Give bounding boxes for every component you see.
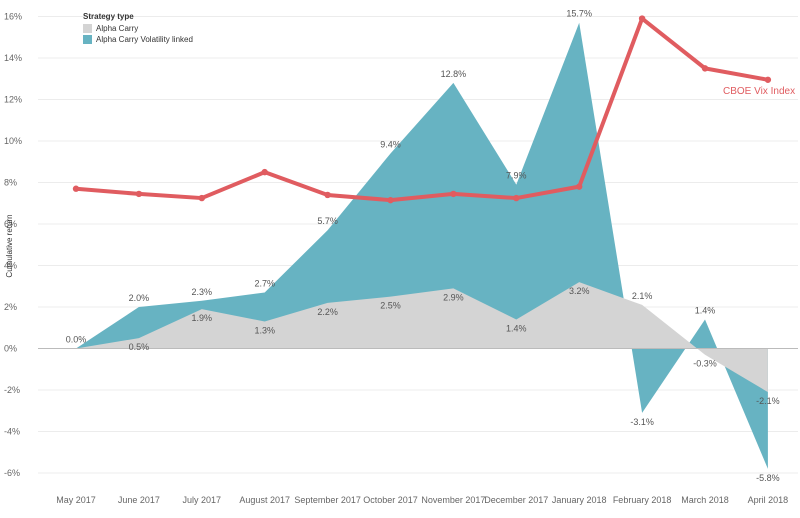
area-series — [76, 22, 768, 469]
x-tick-label: January 2018 — [552, 495, 607, 505]
x-tick-label: March 2018 — [681, 495, 729, 505]
legend-label-alpha-carry: Alpha Carry — [96, 24, 139, 33]
vix-point — [764, 76, 772, 83]
data-label-alpha-carry: 2.1% — [632, 291, 653, 301]
x-tick-label: October 2017 — [363, 495, 418, 505]
data-label-alpha-carry: 0.5% — [129, 342, 150, 352]
y-tick-label: 8% — [4, 178, 17, 188]
x-tick-label: May 2017 — [56, 495, 96, 505]
x-tick-label: July 2017 — [183, 495, 222, 505]
x-tick-label: August 2017 — [239, 495, 290, 505]
y-axis-label: Cumulative return — [5, 214, 14, 277]
data-label-volatility-linked: -5.8% — [756, 473, 780, 483]
y-tick-label: 6% — [4, 219, 17, 229]
data-label-alpha-carry: 1.3% — [254, 326, 275, 336]
legend-title: Strategy type — [83, 12, 134, 21]
vix-point — [513, 194, 520, 202]
data-label-alpha-carry: 3.2% — [569, 286, 590, 296]
x-tick-label: September 2017 — [294, 495, 361, 505]
y-tick-label: 12% — [4, 95, 22, 105]
legend-swatch-alpha-carry — [83, 24, 92, 33]
vix-series-label: CBOE Vix Index — [723, 86, 796, 97]
x-tick-label: February 2018 — [613, 495, 672, 505]
y-axis-ticks: -6% -4% -2% 0% 2% 4% 6% 8% 10% 12% 14% 16% — [4, 12, 22, 479]
y-tick-label: 0% — [4, 344, 17, 354]
x-axis-ticks: May 2017 June 2017 July 2017 August 2017 Sep… — [56, 495, 788, 505]
vix-point — [576, 183, 583, 190]
vix-point — [638, 15, 646, 22]
vix-line-path — [75, 16, 769, 203]
y-tick-label: 10% — [4, 136, 22, 146]
vix-point — [450, 190, 457, 198]
area-alpha-carry-volatility-linked — [76, 22, 768, 469]
vix-point — [135, 190, 143, 198]
y-tick-label: 2% — [4, 302, 17, 312]
data-label-alpha-carry: 1.9% — [192, 313, 213, 323]
data-label-volatility-linked: 7.9% — [506, 171, 527, 181]
vix-line — [72, 15, 772, 204]
legend: Strategy type Alpha Carry Alpha Carry Vo… — [83, 12, 193, 46]
data-label-volatility-linked: 1.4% — [695, 305, 716, 315]
y-tick-label: 16% — [4, 12, 22, 22]
data-label-alpha-carry: 1.4% — [506, 323, 527, 333]
vix-point — [387, 196, 394, 204]
legend-swatch-alpha-carry-vol — [83, 35, 92, 44]
data-labels: 0.0% 2.0% 2.3% 2.7% 5.7% 9.4% 12.8% 7.9% 15.7% -3… — [66, 9, 780, 483]
vix-point — [72, 185, 80, 192]
data-label-volatility-linked: 2.0% — [129, 293, 150, 303]
y-tick-label: 14% — [4, 53, 22, 63]
vix-point — [324, 191, 331, 199]
legend-item-alpha-carry-vol[interactable]: Alpha Carry Volatility linked — [83, 35, 193, 44]
y-tick-label: -6% — [4, 468, 20, 478]
data-label-volatility-linked: 0.0% — [66, 335, 87, 345]
data-label-alpha-carry: -0.3% — [693, 359, 717, 369]
x-tick-label: April 2018 — [748, 495, 789, 505]
data-label-alpha-carry: 2.2% — [317, 307, 338, 317]
data-label-volatility-linked: 9.4% — [380, 139, 401, 149]
area-alpha-carry — [76, 282, 768, 393]
vix-point — [701, 65, 709, 72]
data-label-volatility-linked: -3.1% — [630, 417, 654, 427]
data-label-volatility-linked: 2.3% — [192, 287, 213, 297]
data-label-volatility-linked: 2.7% — [254, 278, 275, 288]
data-label-volatility-linked: 15.7% — [566, 9, 592, 19]
vix-point — [261, 168, 268, 176]
x-tick-label: June 2017 — [118, 495, 160, 505]
y-tick-label: -2% — [4, 385, 20, 395]
data-label-alpha-carry: 2.9% — [443, 292, 464, 302]
data-label-alpha-carry: 2.5% — [380, 301, 401, 311]
legend-label-alpha-carry-vol: Alpha Carry Volatility linked — [96, 35, 193, 44]
data-label-volatility-linked: 12.8% — [441, 69, 467, 79]
y-tick-label: 4% — [4, 261, 17, 271]
data-label-alpha-carry: -2.1% — [756, 396, 780, 406]
vix-point — [198, 194, 205, 202]
data-label-volatility-linked: 5.7% — [317, 216, 338, 226]
y-tick-label: -4% — [4, 427, 20, 437]
x-tick-label: December 2017 — [484, 495, 548, 505]
legend-item-alpha-carry[interactable]: Alpha Carry — [83, 24, 193, 33]
x-tick-label: November 2017 — [421, 495, 485, 505]
